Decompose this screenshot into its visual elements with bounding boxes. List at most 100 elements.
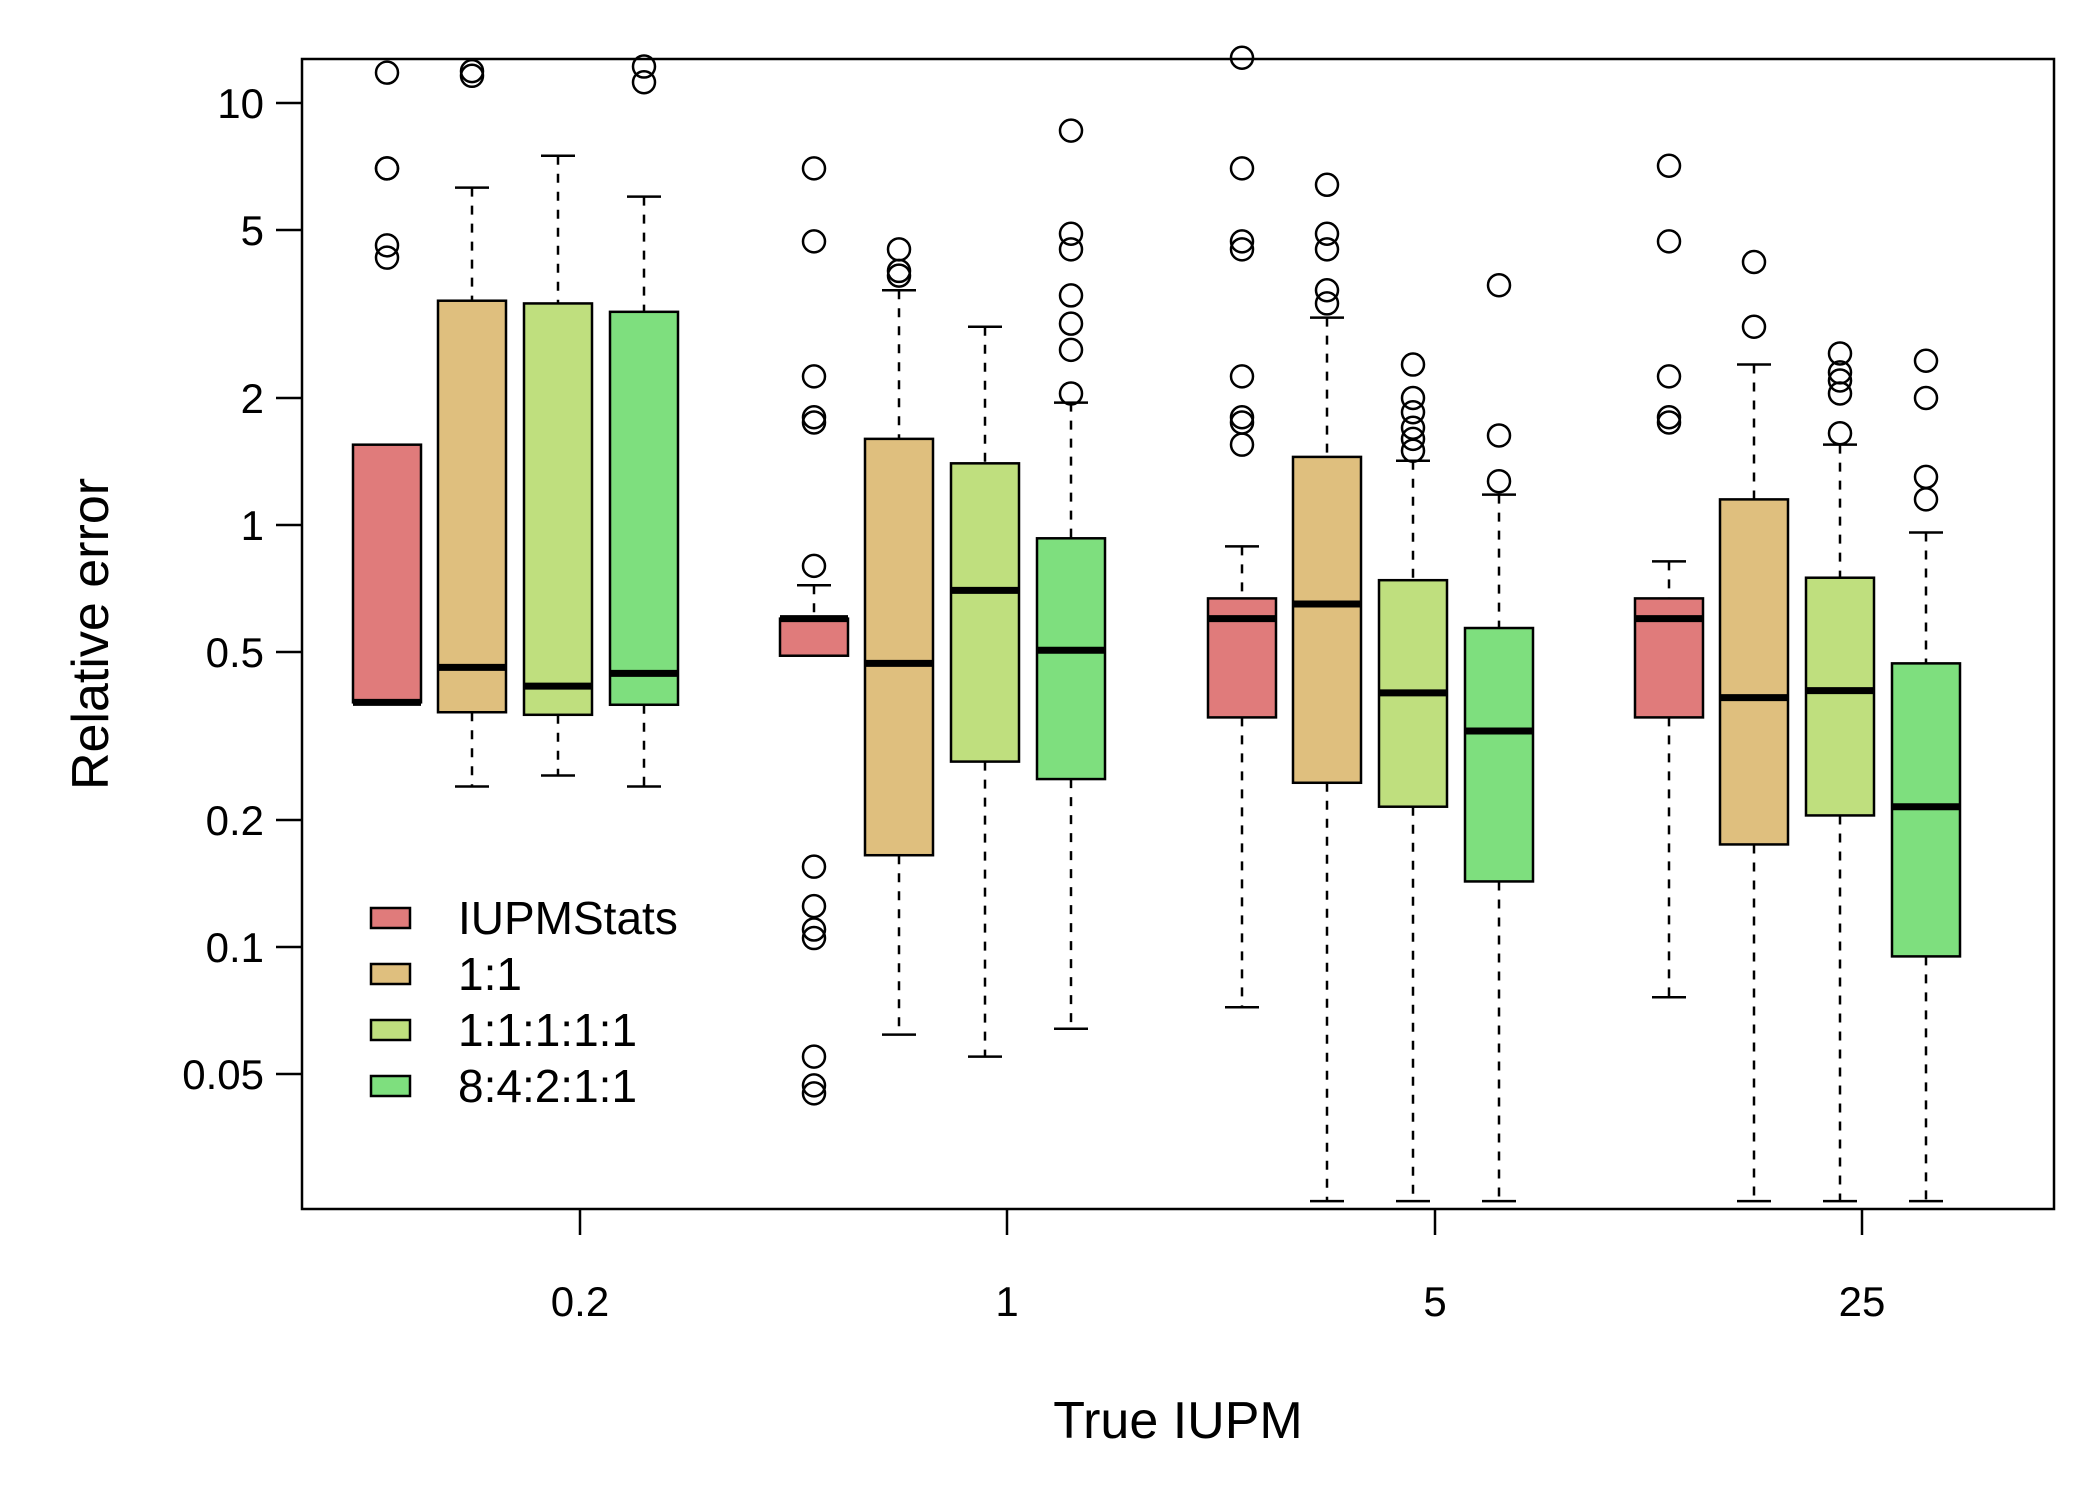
y-tick-label: 0.05 [182, 1051, 264, 1098]
outlier-point [1058, 221, 1084, 246]
outlier-point [1486, 423, 1512, 448]
box-1-3 [1718, 249, 1790, 1203]
outlier-point [1229, 432, 1255, 457]
outlier-point [1400, 385, 1426, 411]
outlier-point [1229, 364, 1255, 389]
box-body [1463, 626, 1535, 883]
legend-label: IUPMStats [458, 892, 678, 944]
box-3-0 [608, 54, 680, 788]
y-tick-label: 0.1 [206, 924, 264, 971]
legend-label: 1:1 [458, 948, 522, 1000]
outlier-point [1229, 156, 1255, 181]
outlier-point [1400, 400, 1426, 425]
outlier-point [1486, 272, 1512, 298]
outlier-point [1314, 172, 1340, 198]
x-tick-label: 5 [1423, 1278, 1446, 1325]
outlier-point [801, 925, 827, 951]
outlier-point [1314, 221, 1340, 246]
outlier-point [886, 263, 912, 288]
legend-label: 8:4:2:1:1 [458, 1060, 637, 1112]
outlier-point [801, 410, 827, 435]
y-tick-label: 0.5 [206, 629, 264, 676]
box-body [436, 299, 508, 714]
outlier-point [801, 1073, 827, 1098]
outlier-point [1827, 341, 1853, 366]
outlier-point [1058, 381, 1084, 406]
outlier-point [1229, 410, 1255, 435]
x-tick-label: 0.2 [551, 1278, 609, 1325]
outlier-point [1656, 364, 1682, 389]
outlier-point [1913, 348, 1939, 374]
outlier-point [374, 233, 400, 258]
outlier-point [1827, 360, 1853, 385]
outlier-point [374, 156, 400, 181]
box-body [351, 443, 423, 704]
outlier-point [1656, 405, 1682, 430]
outlier-point [459, 58, 485, 84]
outlier-point [1400, 426, 1426, 452]
y-tick-label: 2 [241, 375, 264, 422]
box-body [778, 617, 850, 657]
outlier-point [1827, 381, 1853, 406]
outlier-point [1486, 468, 1512, 494]
plot-frame [300, 57, 2056, 1211]
outlier-point [374, 245, 400, 270]
legend-swatch [369, 962, 412, 986]
box-3-1 [1035, 118, 1107, 1031]
box-body [1804, 576, 1876, 817]
y-axis: 0.05 0.1 0.2 0.5 1 2 5 10 [182, 80, 302, 1098]
y-tick-label: 1 [241, 502, 264, 549]
outlier-point [1058, 311, 1084, 336]
legend-swatch [369, 1018, 412, 1042]
outlier-point [1741, 249, 1767, 275]
outlier-point [1400, 415, 1426, 441]
outlier-point [801, 917, 827, 942]
y-axis-title: Relative error [62, 478, 120, 790]
box-body [608, 310, 680, 707]
outlier-point [886, 258, 912, 284]
x-axis: 0.2 1 5 25 [551, 1209, 1886, 1325]
box-body [949, 462, 1021, 763]
outlier-point [1058, 118, 1084, 143]
box-3-2 [1463, 272, 1535, 1203]
box-3-3 [1890, 348, 1962, 1203]
box-0-1 [778, 156, 850, 1106]
box-body [1291, 455, 1363, 785]
box-0-3 [1633, 153, 1705, 999]
outlier-point [1229, 237, 1255, 262]
box-body [1718, 498, 1790, 846]
chart-marks [351, 45, 1962, 1203]
outlier-point [1913, 464, 1939, 490]
outlier-point [1656, 229, 1682, 254]
outlier-point [886, 237, 912, 262]
outlier-point [1656, 410, 1682, 435]
outlier-point [801, 854, 827, 879]
outlier-point [1314, 291, 1340, 316]
outlier-point [631, 69, 657, 95]
box-0-0 [351, 60, 423, 706]
box-2-0 [522, 154, 594, 777]
outlier-point [631, 54, 657, 79]
box-body [522, 302, 594, 717]
outlier-point [801, 893, 827, 919]
outlier-point [1229, 229, 1255, 254]
box-1-2 [1291, 172, 1363, 1203]
legend-swatch [369, 1074, 412, 1098]
x-tick-label: 1 [995, 1278, 1018, 1325]
box-2-2 [1377, 352, 1449, 1203]
box-0-2 [1206, 45, 1278, 1009]
outlier-point [459, 63, 485, 89]
x-axis-title: True IUPM [1053, 1392, 1302, 1450]
outlier-point [801, 405, 827, 430]
box-1-0 [436, 58, 508, 788]
x-tick-label: 25 [1839, 1278, 1886, 1325]
legend-swatch [369, 906, 412, 930]
y-tick-label: 0.2 [206, 797, 264, 844]
y-tick-label: 10 [217, 80, 264, 127]
outlier-point [1656, 153, 1682, 179]
outlier-point [1827, 368, 1853, 393]
outlier-point [1314, 237, 1340, 262]
outlier-point [801, 553, 827, 579]
